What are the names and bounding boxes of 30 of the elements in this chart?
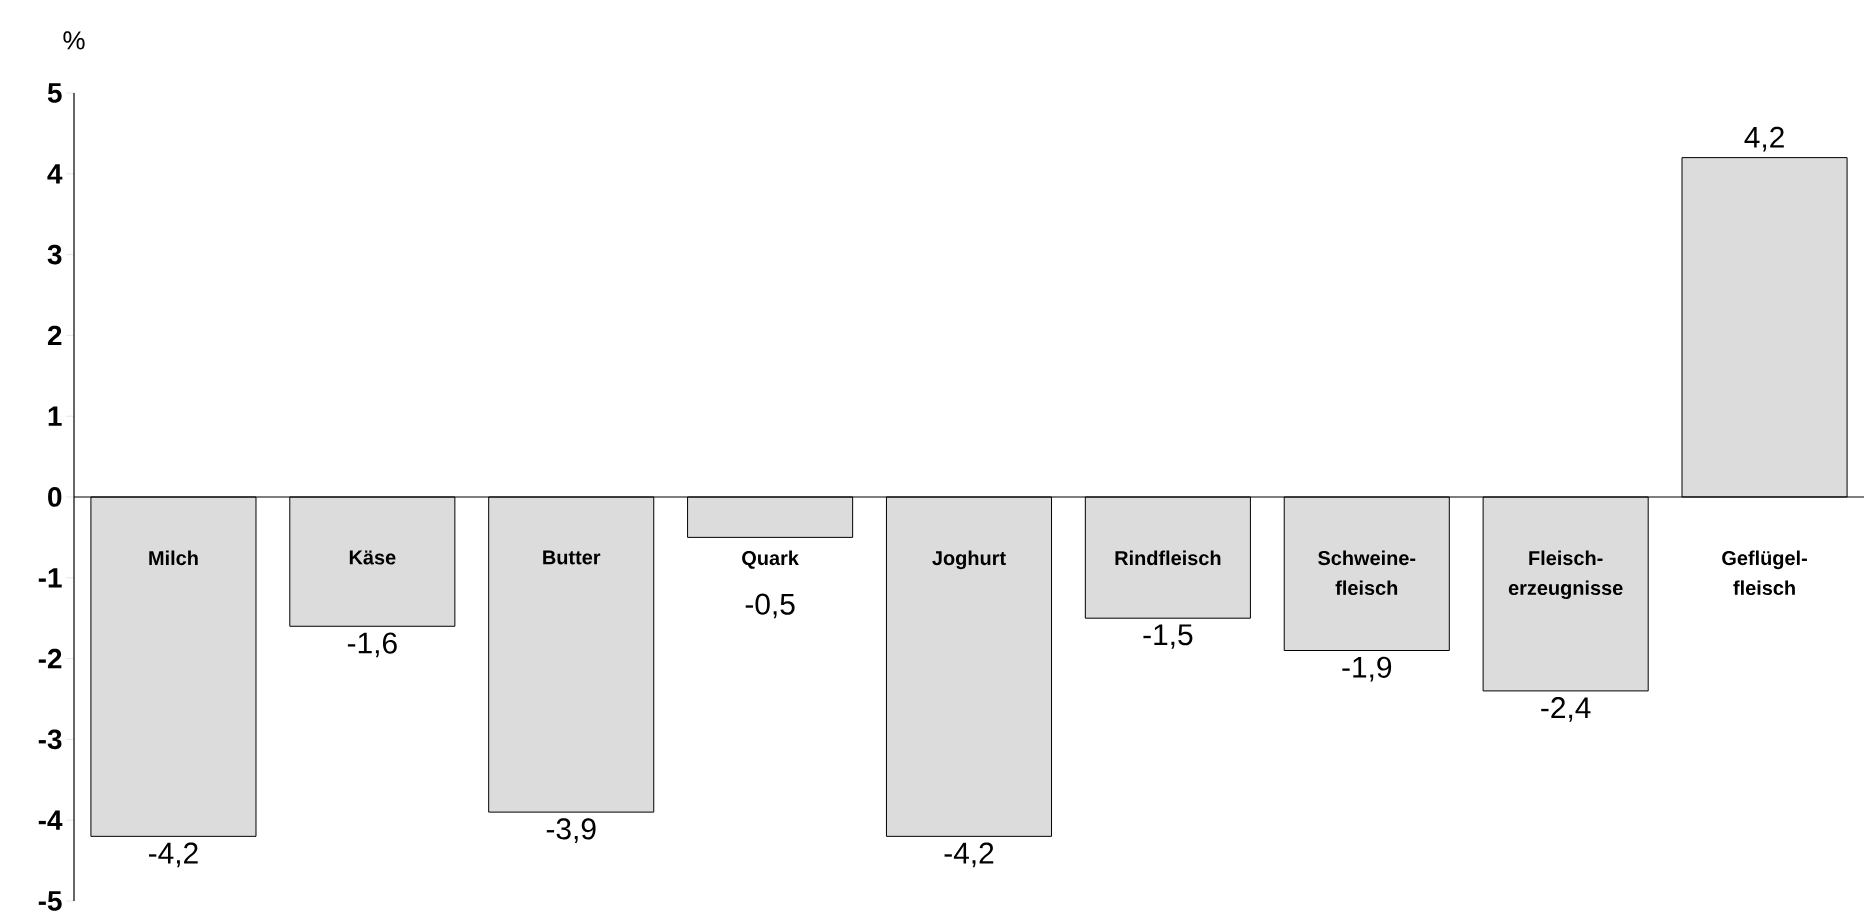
y-tick-label: 4 — [47, 164, 63, 184]
y-tick-label: -2 — [38, 648, 62, 669]
data-label: -1,6 — [347, 632, 397, 658]
data-label: -0,5 — [745, 593, 795, 619]
y-tick-label: -1 — [38, 568, 62, 588]
x-tick-label: Rindfleisch — [1115, 550, 1221, 566]
data-label: -1,9 — [1342, 656, 1392, 682]
y-tick-label: -3 — [38, 729, 62, 750]
x-tick-label: Milch — [149, 550, 198, 566]
x-tick-label: Geflügel- fleisch — [1722, 550, 1807, 596]
data-label: -1,5 — [1143, 624, 1193, 649]
data-label: -3,9 — [546, 818, 596, 843]
y-tick-label: 0 — [48, 487, 62, 507]
x-tick-label: Joghurt — [932, 550, 1006, 570]
x-tick-label: Käse — [349, 550, 396, 565]
data-label: -4,2 — [944, 842, 994, 868]
y-tick-label: 2 — [47, 325, 62, 346]
x-tick-label: Fleisch- erzeugnisse — [1508, 550, 1623, 600]
x-tick-label: Butter — [543, 550, 601, 565]
y-tick-label: 3 — [47, 244, 62, 265]
y-tick-label: 5 — [47, 83, 62, 103]
x-tick-label: Schweine- fleisch — [1318, 550, 1416, 596]
y-tick-label: -4 — [38, 810, 63, 830]
x-tick-label: Quark — [742, 550, 799, 569]
data-label: 4,2 — [1744, 126, 1784, 152]
data-label: -2,4 — [1541, 697, 1591, 722]
data-label: -4,2 — [149, 842, 198, 868]
y-tick-label: -5 — [38, 891, 62, 911]
y-axis-title: % — [63, 31, 85, 50]
y-tick-label: 1 — [48, 406, 62, 426]
